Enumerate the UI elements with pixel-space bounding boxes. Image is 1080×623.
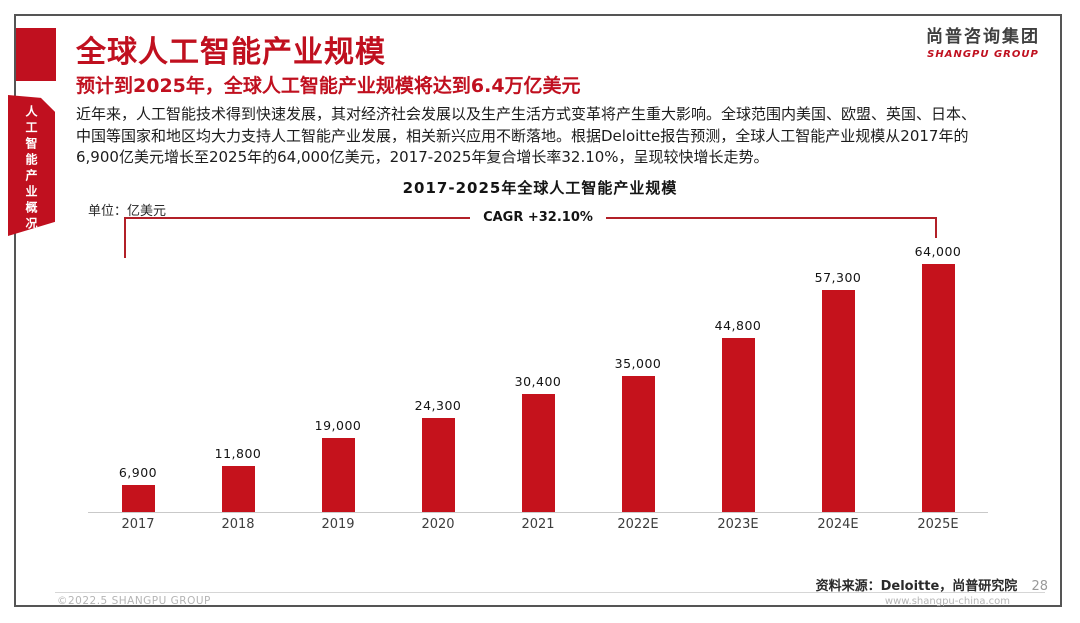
bar-column: 19,000 xyxy=(288,240,388,512)
bar-value-label: 35,000 xyxy=(614,356,662,371)
website-text: www.shangpu-china.com xyxy=(884,596,1010,607)
bar xyxy=(921,264,955,512)
logo-chinese-name: 尚普咨询集团 xyxy=(926,27,1040,47)
bar-column: 35,000 xyxy=(588,240,688,512)
bar-value-label: 11,800 xyxy=(214,446,262,461)
body-line: 中国等国家和地区均大力支持人工智能产业发展，相关新兴应用不断落地。根据Deloi… xyxy=(76,126,969,145)
bar xyxy=(321,438,355,512)
source-row: 资料来源：Deloitte，尚普研究院 28 xyxy=(816,575,1048,594)
footer-divider xyxy=(55,592,1045,593)
x-axis-label: 2023E xyxy=(717,517,759,532)
x-axis-label: 2019 xyxy=(321,517,355,532)
bar-chart-plot-area: 6,900 11,800 19,000 24,300 30,400 35,000 44,80… xyxy=(88,240,988,513)
ribbon-label: 人工智能产业概况 xyxy=(24,104,38,233)
bar-column: 11,800 xyxy=(188,240,288,512)
bar xyxy=(821,290,855,512)
bar-value-label: 64,000 xyxy=(914,244,962,259)
cagr-bracket-left-tick xyxy=(124,217,126,258)
bar-value-label: 57,300 xyxy=(814,270,862,285)
x-axis-labels: 2017 2018 2019 2020 2021 2022E 2023E 2024E 2025E xyxy=(88,517,988,532)
bar-column: 57,300 xyxy=(788,240,888,512)
body-line: 6,900亿美元增长至2025年的64,000亿美元，2017-2025年复合增… xyxy=(76,148,769,166)
x-axis-label: 2022E xyxy=(617,517,659,532)
bar-column: 30,400 xyxy=(488,240,588,512)
bar xyxy=(621,376,655,512)
bar xyxy=(221,466,255,512)
x-axis-label: 2017 xyxy=(121,517,155,532)
slide-border xyxy=(14,14,1062,607)
source-text: 资料来源：Deloitte，尚普研究院 xyxy=(815,579,1018,594)
bar-value-label: 30,400 xyxy=(514,374,562,389)
bar xyxy=(521,394,555,512)
bar-value-label: 6,900 xyxy=(118,465,158,480)
company-logo: 尚普咨询集团 SHANGPU GROUP xyxy=(926,22,1040,60)
x-axis-label: 2021 xyxy=(521,517,555,532)
page-number: 28 xyxy=(1031,579,1048,594)
cagr-label: CAGR +32.10% xyxy=(470,210,606,226)
logo-english-name: SHANGPU GROUP xyxy=(927,49,1039,60)
page-title: 全球人工智能产业规模 xyxy=(76,35,386,70)
bar-column: 24,300 xyxy=(388,240,488,512)
bar xyxy=(121,485,155,512)
bar-column: 44,800 xyxy=(688,240,788,512)
bar-value-label: 24,300 xyxy=(414,398,462,413)
x-axis-label: 2024E xyxy=(817,517,859,532)
bar xyxy=(721,338,755,512)
x-axis-label: 2020 xyxy=(421,517,455,532)
bar-value-label: 44,800 xyxy=(714,318,762,333)
bar-column: 64,000 xyxy=(888,240,988,512)
x-axis-label: 2018 xyxy=(221,517,255,532)
bar-column: 6,900 xyxy=(88,240,188,512)
body-paragraph: 近年来，人工智能技术得到快速发展，其对经济社会发展以及生产生活方式变革将产生重大… xyxy=(76,104,1016,169)
corner-accent-square xyxy=(16,28,56,81)
bar-value-label: 19,000 xyxy=(314,418,362,433)
page-subtitle: 预计到2025年，全球人工智能产业规模将达到6.4万亿美元 xyxy=(76,75,581,97)
bar xyxy=(421,418,455,512)
side-ribbon: 人工智能产业概况 xyxy=(8,95,55,236)
copyright-text: ©2022.5 SHANGPU GROUP xyxy=(57,595,211,607)
unit-label: 单位：亿美元 xyxy=(88,204,167,219)
chart-title: 2017-2025年全球人工智能产业规模 xyxy=(402,179,678,197)
x-axis-label: 2025E xyxy=(917,517,959,532)
body-line: 近年来，人工智能技术得到快速发展，其对经济社会发展以及生产生活方式变革将产生重大… xyxy=(76,105,977,123)
cagr-bracket-right-tick xyxy=(935,217,937,238)
